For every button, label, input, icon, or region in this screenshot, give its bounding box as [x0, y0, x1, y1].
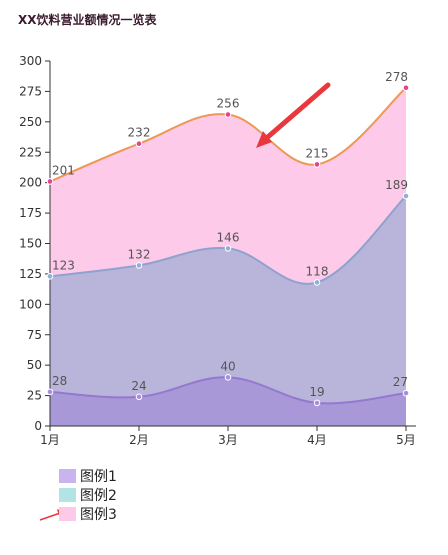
- legend-swatch: [59, 468, 76, 483]
- legend-item: 图例3: [59, 504, 117, 523]
- data-label: 24: [131, 379, 146, 393]
- legend-label: 图例1: [80, 468, 117, 485]
- legend-item: 图例2: [59, 485, 117, 504]
- data-point: [402, 192, 410, 200]
- y-tick-label: 225: [19, 145, 42, 159]
- data-point: [313, 399, 321, 407]
- y-tick-label: 250: [19, 115, 42, 129]
- data-label: 215: [306, 146, 329, 160]
- x-tick-label: 3月: [218, 433, 238, 447]
- data-label: 189: [385, 178, 408, 192]
- data-point: [402, 389, 410, 397]
- data-point: [402, 84, 410, 92]
- line-图例2: [49, 195, 407, 285]
- data-label: 19: [309, 385, 324, 399]
- data-label: 40: [220, 359, 235, 373]
- x-tick-label: 5月: [396, 433, 416, 447]
- data-point: [46, 388, 54, 396]
- data-point: [313, 161, 321, 168]
- legend-swatch: [59, 506, 76, 521]
- data-label: 123: [52, 258, 75, 272]
- legend: 图例1 图例2 图例3: [59, 466, 117, 523]
- data-point: [224, 245, 232, 252]
- line-图例3: [49, 87, 407, 183]
- data-label: 146: [217, 230, 240, 244]
- data-label: 28: [52, 374, 67, 388]
- data-point: [224, 111, 232, 118]
- data-label: 118: [306, 264, 329, 278]
- data-label: 278: [385, 70, 408, 84]
- chart-title: XX饮料营业额情况一览表: [18, 13, 157, 27]
- y-tick-label: 125: [19, 267, 42, 281]
- data-label: 27: [393, 375, 408, 389]
- y-tick-label: 0: [34, 419, 42, 433]
- area-图例1: [50, 377, 406, 426]
- annotation-arrow: [259, 82, 331, 145]
- y-tick-label: 175: [19, 206, 42, 220]
- data-point: [135, 262, 143, 269]
- y-tick-label: 200: [19, 176, 42, 190]
- y-tick-label: 25: [27, 389, 42, 403]
- legend-swatch: [59, 487, 76, 502]
- data-label: 201: [52, 163, 75, 177]
- legend-label: 图例2: [80, 487, 117, 504]
- legend-item: 图例1: [59, 466, 117, 485]
- data-point: [46, 178, 54, 185]
- x-tick-label: 1月: [40, 433, 60, 447]
- x-tick-label: 2月: [129, 433, 149, 447]
- legend-label: 图例3: [80, 506, 117, 523]
- y-tick-label: 75: [27, 328, 42, 342]
- data-point: [46, 273, 54, 280]
- data-point: [135, 393, 143, 401]
- data-point: [224, 374, 232, 381]
- y-tick-label: 50: [27, 358, 42, 372]
- data-label: 256: [217, 97, 240, 111]
- x-tick-label: 4月: [307, 433, 327, 447]
- y-tick-label: 100: [19, 297, 42, 311]
- y-tick-label: 300: [19, 54, 42, 68]
- y-tick-label: 275: [19, 84, 42, 98]
- data-label: 132: [128, 247, 151, 261]
- annotation-arrowhead: [256, 131, 272, 148]
- y-tick-label: 150: [19, 237, 42, 251]
- data-point: [313, 279, 321, 286]
- area-图例2: [50, 196, 406, 426]
- data-label: 232: [128, 126, 151, 140]
- data-point: [135, 140, 143, 148]
